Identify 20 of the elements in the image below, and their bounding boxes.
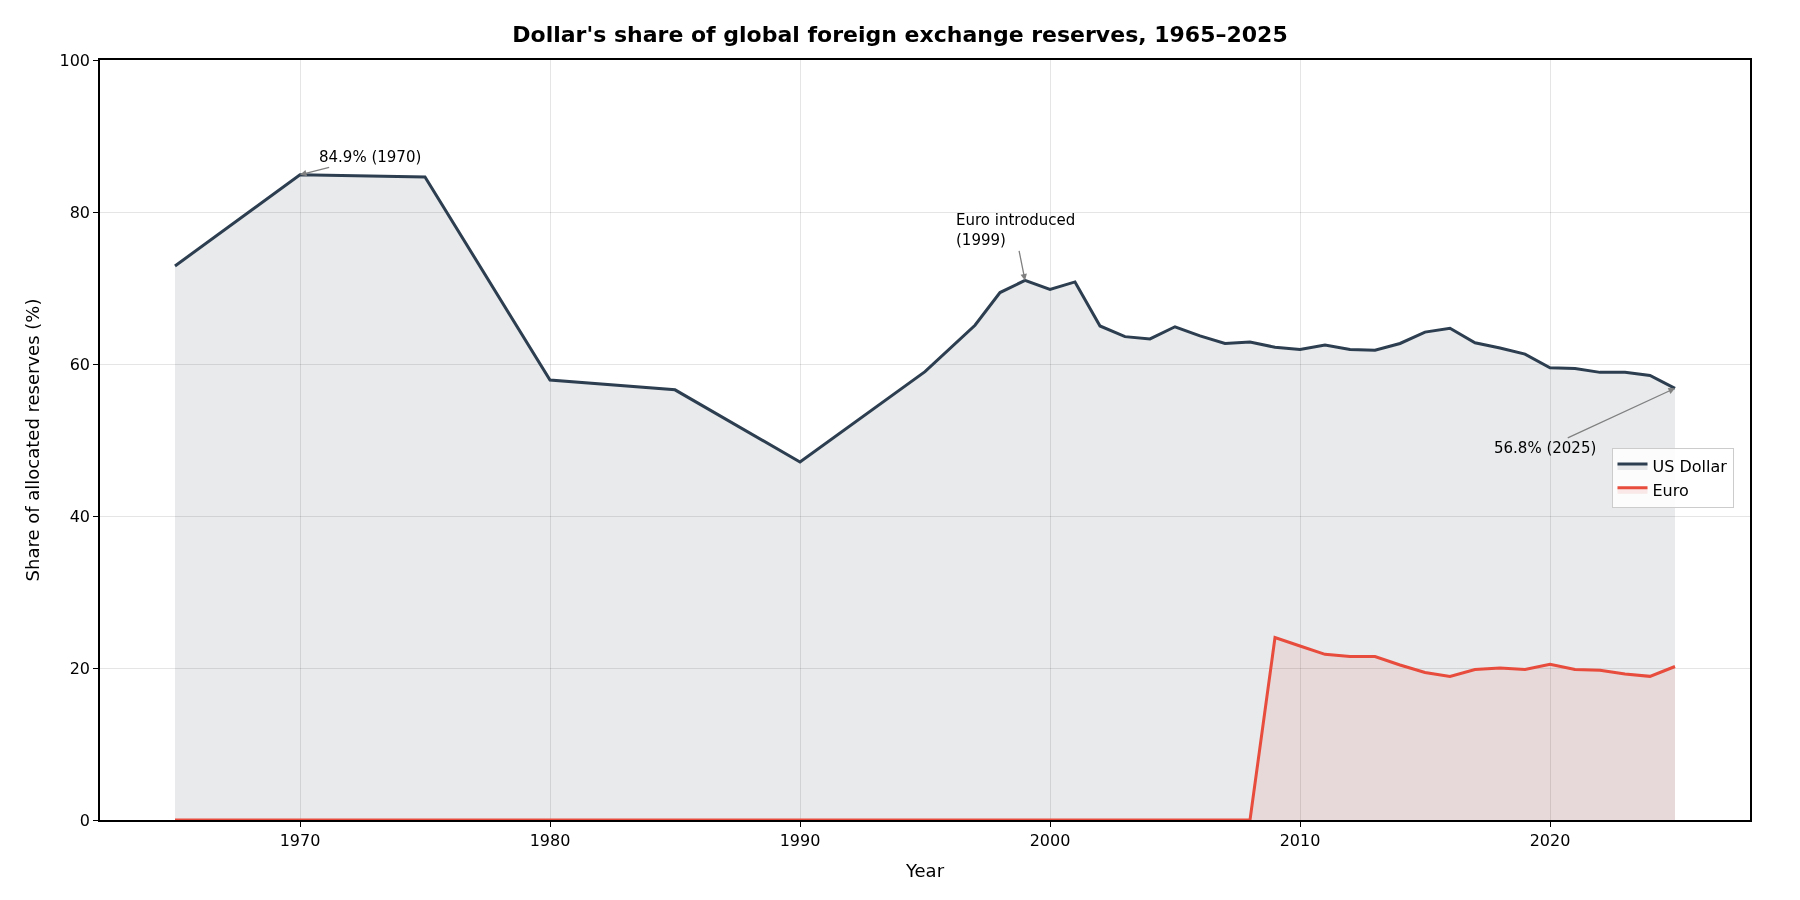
legend-label: US Dollar [1652, 457, 1728, 477]
x-axis-title: Year [904, 859, 945, 881]
y-tick-label: 80 [69, 202, 91, 222]
x-tick-label: 1990 [779, 830, 821, 850]
x-tick-label: 1980 [529, 830, 571, 850]
legend-label: Euro [1652, 480, 1689, 500]
y-tick-label: 20 [69, 658, 91, 678]
y-tick-label: 0 [79, 810, 91, 830]
x-tick-label: 2010 [1279, 830, 1321, 850]
annotation: Euro introduced (1999) [956, 211, 1076, 249]
y-axis-title: Share of allocated reserves (%) [22, 298, 44, 582]
y-tick-label: 40 [69, 506, 91, 526]
y-tick-label: 100 [59, 50, 91, 70]
annotation: 84.9% (1970) [319, 148, 422, 166]
x-tick-label: 2020 [1529, 830, 1571, 850]
annotation: 56.8% (2025) [1494, 439, 1597, 457]
chart-title: Dollar's share of global foreign exchange reserves, 1965–2025 [512, 22, 1288, 48]
x-tick-label: 1970 [279, 830, 321, 850]
x-tick-label: 2000 [1029, 830, 1071, 850]
y-tick-label: 60 [69, 354, 91, 374]
